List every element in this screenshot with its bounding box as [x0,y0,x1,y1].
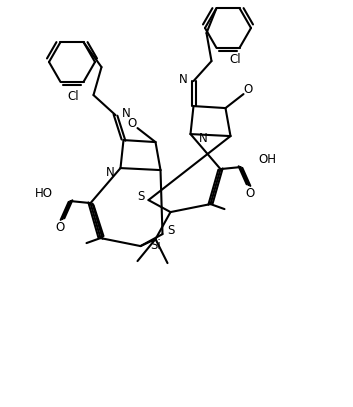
Text: N: N [121,107,130,120]
Text: OH: OH [258,153,276,166]
Text: N: N [198,131,207,144]
Text: HO: HO [35,186,53,199]
Text: O: O [128,116,137,129]
Text: O: O [244,83,253,96]
Text: N: N [106,166,114,179]
Text: O: O [56,221,65,234]
Text: Si: Si [150,239,161,252]
Text: O: O [246,186,255,199]
Text: S: S [167,223,174,236]
Text: Cl: Cl [68,90,79,103]
Text: S: S [137,190,144,203]
Text: Cl: Cl [229,53,241,66]
Text: N: N [179,72,187,85]
